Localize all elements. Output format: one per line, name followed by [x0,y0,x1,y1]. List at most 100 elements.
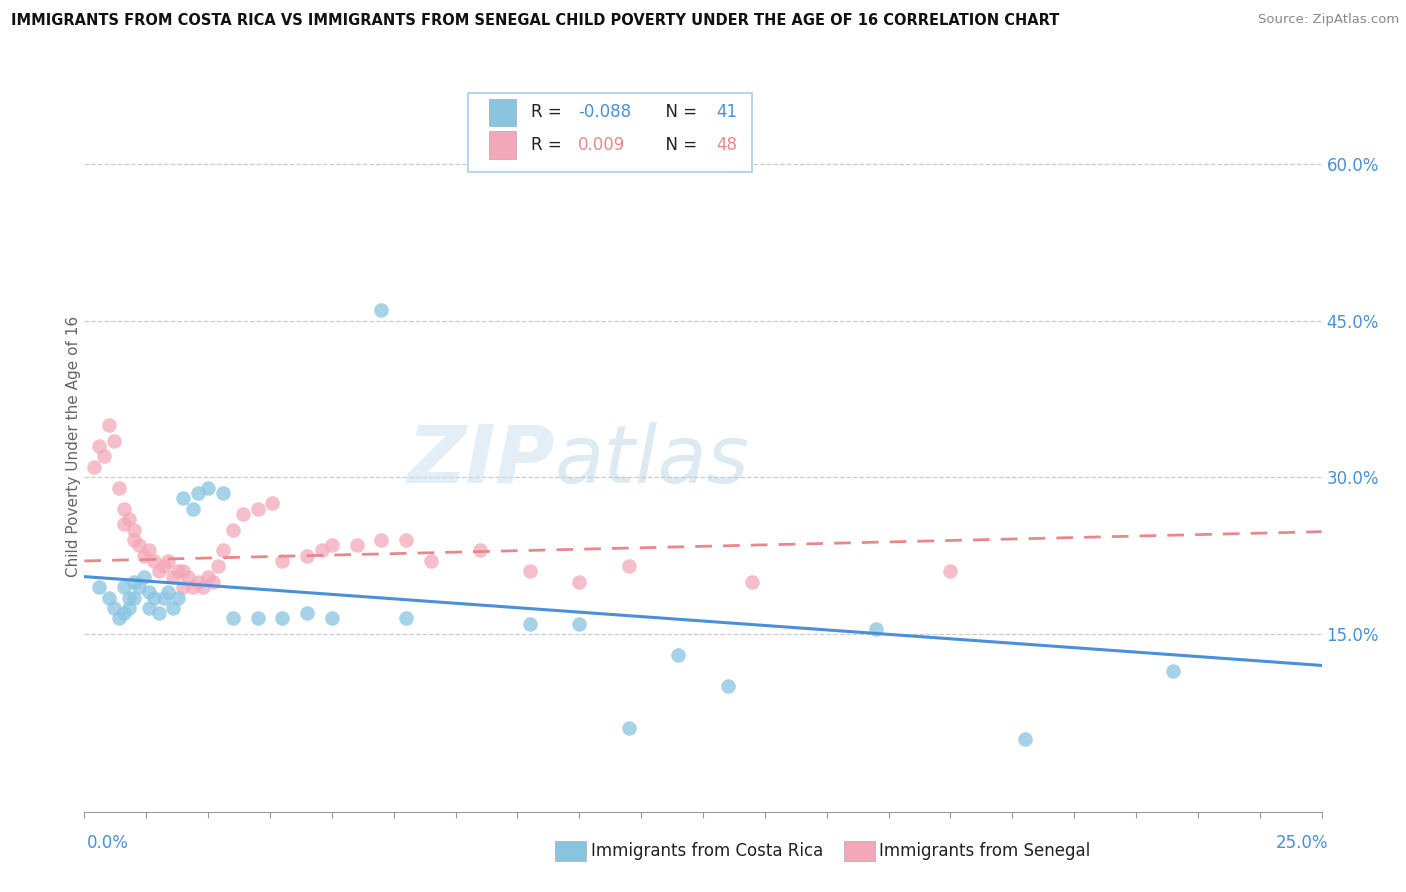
Point [172,491,194,506]
Point [148,606,170,620]
Point [122,591,145,605]
Point [1014,731,1036,746]
Point [191,580,214,594]
Point [197,481,219,495]
Point [262,496,284,510]
Point [122,533,145,547]
Point [108,611,131,625]
Point [939,565,962,579]
Point [222,523,245,537]
Point [617,721,640,735]
Point [122,574,145,589]
Text: N =: N = [655,136,702,154]
Text: -0.088: -0.088 [578,103,631,121]
Point [568,616,591,631]
Point [197,569,219,583]
Point [142,554,165,568]
Text: 48: 48 [717,136,738,154]
Point [212,486,235,500]
Point [617,559,640,574]
Point [112,606,135,620]
Text: Source: ZipAtlas.com: Source: ZipAtlas.com [1258,13,1399,27]
Point [741,574,763,589]
Point [167,591,190,605]
Text: ZIP: ZIP [408,422,554,500]
FancyBboxPatch shape [468,93,752,171]
Y-axis label: Child Poverty Under the Age of 16: Child Poverty Under the Age of 16 [66,316,80,576]
Point [103,434,125,448]
Point [246,501,269,516]
Point [89,439,111,453]
Point [181,580,204,594]
Point [118,601,141,615]
Point [108,481,131,495]
Point [419,554,441,568]
Point [118,512,141,526]
Point [295,606,318,620]
Point [128,538,150,552]
Point [370,303,392,318]
Text: Immigrants from Costa Rica: Immigrants from Costa Rica [591,842,823,860]
Point [172,580,194,594]
Point [370,533,392,547]
Point [470,543,492,558]
Point [311,543,333,558]
Point [177,569,200,583]
Point [519,565,541,579]
Point [172,565,194,579]
Text: Immigrants from Senegal: Immigrants from Senegal [879,842,1090,860]
Point [222,611,245,625]
Point [157,585,180,599]
Point [138,585,160,599]
Text: R =: R = [531,103,567,121]
Bar [489,131,516,160]
Point [321,611,343,625]
Point [112,517,135,532]
Point [395,611,418,625]
Point [568,574,591,589]
Point [148,565,170,579]
Point [321,538,343,552]
Point [142,591,165,605]
Point [157,554,180,568]
Point [93,450,115,464]
Point [122,523,145,537]
Point [132,549,155,563]
Point [271,554,294,568]
Point [103,601,125,615]
Bar [489,99,516,127]
Point [112,501,135,516]
Point [207,559,229,574]
Text: 41: 41 [717,103,738,121]
Text: atlas: atlas [554,422,749,500]
Point [212,543,235,558]
Point [152,559,174,574]
Text: IMMIGRANTS FROM COSTA RICA VS IMMIGRANTS FROM SENEGAL CHILD POVERTY UNDER THE AG: IMMIGRANTS FROM COSTA RICA VS IMMIGRANTS… [11,13,1060,29]
Point [187,574,209,589]
Point [271,611,294,625]
Point [543,130,565,145]
Text: N =: N = [655,103,702,121]
Point [132,569,155,583]
Point [717,679,740,693]
Point [865,622,887,636]
Point [181,501,204,516]
Point [246,611,269,625]
Text: 0.009: 0.009 [578,136,626,154]
Point [98,591,121,605]
Point [666,648,689,662]
Point [118,591,141,605]
Point [162,569,184,583]
Point [395,533,418,547]
Point [89,580,111,594]
Point [152,591,174,605]
Point [202,574,225,589]
Point [519,616,541,631]
Point [162,601,184,615]
Point [138,543,160,558]
Point [83,459,105,474]
Point [98,418,121,433]
Point [138,601,160,615]
Text: 25.0%: 25.0% [1277,834,1329,852]
Point [128,580,150,594]
